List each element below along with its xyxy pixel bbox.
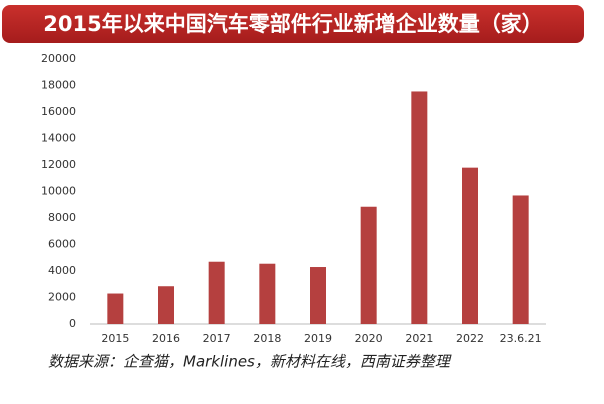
x-tick-label: 2015 [101,332,129,345]
bar [107,293,124,324]
chart-title: 2015年以来中国汽车零部件行业新增企业数量（家） [43,12,542,36]
y-tick-label: 12000 [41,158,76,171]
y-tick-label: 18000 [41,79,76,92]
bar [411,91,428,325]
y-tick-label: 6000 [48,238,76,251]
x-tick-label: 2020 [355,332,383,345]
bar [512,195,529,324]
x-tick-label: 2022 [456,332,484,345]
y-tick-label: 2000 [48,291,76,304]
y-tick-label: 10000 [41,185,76,198]
y-tick-label: 4000 [48,264,76,277]
x-tick-label: 2021 [405,332,433,345]
source-note: 数据来源：企查猫，Marklines，新材料在线，西南证券整理 [48,353,452,371]
y-tick-label: 20000 [41,52,76,65]
bar [360,206,377,324]
bar [158,286,174,324]
y-tick-label: 8000 [48,211,76,224]
bar [259,263,276,324]
y-tick-label: 0 [69,317,76,330]
y-tick-label: 14000 [41,132,76,145]
x-tick-label: 2017 [203,332,231,345]
title-banner [2,5,584,43]
x-tick-label: 2019 [304,332,332,345]
x-tick-label: 2016 [152,332,180,345]
y-tick-label: 16000 [41,105,76,118]
x-tick-label: 2018 [253,332,281,345]
x-tick-label: 23.6.21 [500,332,542,345]
bar [310,267,326,324]
bar [208,261,225,324]
bar [462,167,478,324]
